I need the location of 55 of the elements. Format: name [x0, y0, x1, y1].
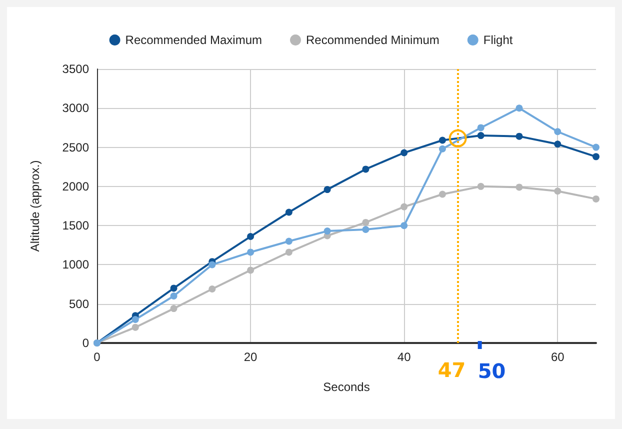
point [362, 166, 370, 173]
point [438, 190, 446, 198]
point [208, 261, 216, 268]
point [438, 136, 446, 144]
y-tick-label: 2000 [62, 179, 90, 194]
point [477, 132, 484, 140]
point [285, 238, 292, 245]
point [554, 188, 562, 195]
point [554, 140, 562, 148]
point [285, 248, 292, 256]
point [132, 316, 139, 324]
y-tick-label: 3500 [62, 62, 90, 76]
point [438, 145, 446, 152]
point [400, 203, 408, 210]
legend-label: Recommended Maximum [125, 33, 262, 47]
point [324, 186, 331, 194]
point [362, 218, 370, 226]
point [324, 228, 331, 235]
y-tick-label: 3000 [62, 101, 90, 116]
point [362, 226, 370, 233]
point [170, 284, 178, 292]
point [477, 124, 484, 132]
y-tick-label: 500 [68, 296, 90, 311]
x-tick-label: 40 [397, 350, 412, 364]
point [285, 208, 292, 216]
point [400, 149, 408, 156]
point [592, 153, 600, 160]
point [592, 144, 600, 151]
x-tick-label: 60 [550, 350, 565, 364]
x-tick-label: 0 [94, 350, 101, 364]
x-tick-label: 20 [244, 350, 258, 364]
point [516, 184, 523, 191]
point [477, 182, 484, 190]
text: 50 [478, 359, 506, 383]
point [516, 132, 523, 140]
y-tick-label: 1000 [62, 258, 90, 272]
point [247, 266, 254, 274]
y-tick-label: 0 [82, 336, 90, 350]
point [400, 222, 408, 230]
point [592, 195, 600, 202]
point [170, 292, 178, 300]
x-axis-title: Seconds [323, 380, 370, 394]
y-axis-title: Altitude (approx.) [28, 160, 42, 252]
point [247, 248, 254, 256]
point [132, 324, 139, 331]
point [208, 285, 216, 292]
ref-line-label: 47 [438, 358, 466, 382]
y-tick-label: 2500 [62, 140, 90, 154]
point [170, 305, 178, 312]
point [516, 104, 523, 112]
point [247, 233, 254, 240]
legend-label: Recommended Minimum [306, 33, 440, 47]
point [554, 128, 562, 136]
legend-label: Flight [483, 33, 514, 47]
y-tick-label: 1500 [62, 218, 90, 233]
